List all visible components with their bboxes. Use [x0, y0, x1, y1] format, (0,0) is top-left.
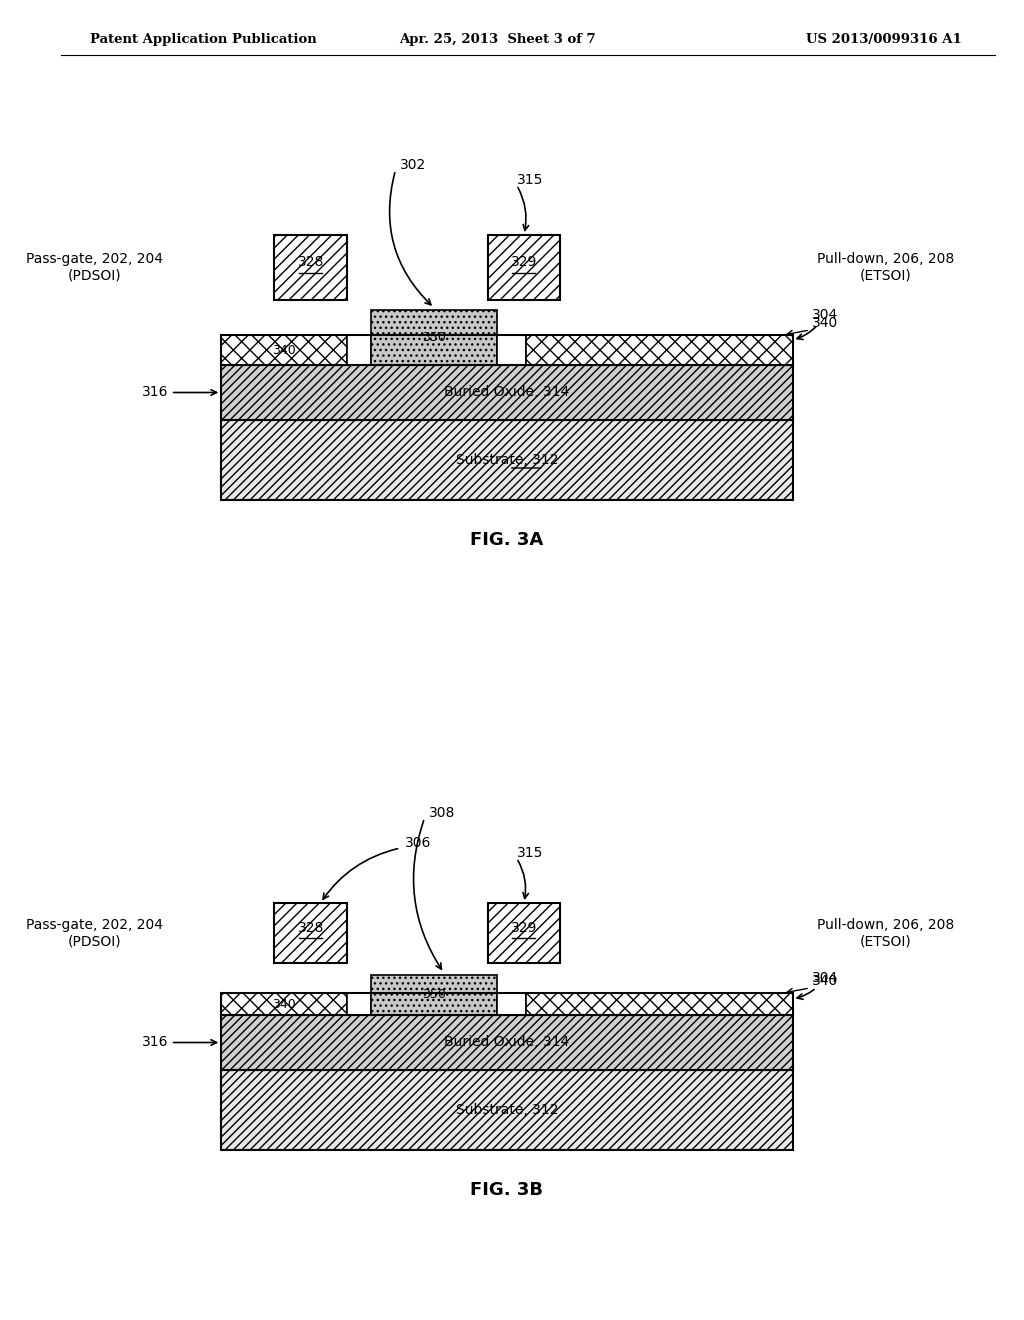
Text: 328: 328	[298, 256, 324, 269]
Text: 304: 304	[797, 972, 839, 999]
Bar	[274, 235, 347, 300]
Text: 340: 340	[812, 974, 839, 987]
Text: 316: 316	[141, 385, 216, 400]
Bar	[526, 993, 793, 1015]
Text: 316: 316	[141, 1035, 216, 1049]
Bar	[498, 335, 526, 366]
Text: 302: 302	[400, 158, 427, 172]
Text: Buried Oxide, 314: Buried Oxide, 314	[444, 385, 569, 400]
Text: Apr. 25, 2013  Sheet 3 of 7: Apr. 25, 2013 Sheet 3 of 7	[399, 33, 596, 46]
Bar	[221, 1071, 793, 1150]
Bar	[221, 993, 793, 1015]
Bar	[347, 993, 372, 1015]
Text: 328: 328	[298, 921, 324, 935]
Text: Pull-down, 206, 208
(ETSOI): Pull-down, 206, 208 (ETSOI)	[817, 252, 954, 282]
Text: Pull-down, 206, 208
(ETSOI): Pull-down, 206, 208 (ETSOI)	[817, 917, 954, 948]
Bar	[487, 903, 560, 964]
Text: 340: 340	[272, 343, 296, 356]
Bar	[498, 993, 526, 1015]
Bar	[221, 335, 793, 366]
Bar	[487, 235, 560, 300]
Text: Pass-gate, 202, 204
(PDSOI): Pass-gate, 202, 204 (PDSOI)	[26, 252, 163, 282]
Bar	[221, 420, 793, 500]
Text: 304: 304	[797, 308, 839, 339]
Bar	[221, 335, 347, 366]
Bar	[221, 993, 347, 1015]
Text: Pass-gate, 202, 204
(PDSOI): Pass-gate, 202, 204 (PDSOI)	[26, 917, 163, 948]
Text: 350: 350	[422, 989, 446, 1002]
Text: 340: 340	[812, 315, 839, 330]
Bar	[221, 366, 793, 420]
Bar	[526, 335, 793, 366]
Text: Substrate, 312: Substrate, 312	[456, 453, 558, 467]
Bar	[274, 903, 347, 964]
Text: 308: 308	[429, 807, 456, 820]
Text: FIG. 3A: FIG. 3A	[470, 531, 544, 549]
Text: 315: 315	[516, 846, 543, 861]
Bar	[372, 310, 498, 366]
Text: 350: 350	[422, 331, 446, 345]
Text: 306: 306	[406, 836, 431, 850]
Text: 329: 329	[511, 256, 537, 269]
Text: 340: 340	[272, 998, 296, 1011]
Text: 315: 315	[516, 173, 543, 187]
Text: US 2013/0099316 A1: US 2013/0099316 A1	[806, 33, 962, 46]
Text: Patent Application Publication: Patent Application Publication	[90, 33, 317, 46]
Text: FIG. 3B: FIG. 3B	[470, 1181, 544, 1199]
Bar	[372, 975, 498, 1015]
Text: Buried Oxide, 314: Buried Oxide, 314	[444, 1035, 569, 1049]
Bar	[347, 335, 372, 366]
Text: Substrate, 312: Substrate, 312	[456, 1104, 558, 1117]
Bar	[221, 1015, 793, 1071]
Text: 329: 329	[511, 921, 537, 935]
